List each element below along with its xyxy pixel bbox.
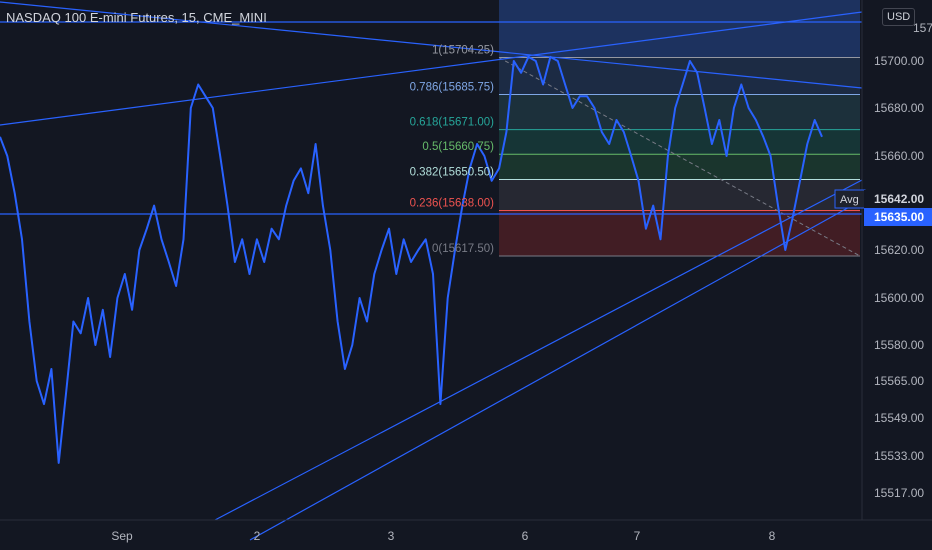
time-tick-label: 2	[254, 529, 261, 543]
trendline-lower-1	[214, 179, 863, 521]
fib-band	[499, 57, 860, 95]
fib-label: 0.786(15685.75)	[410, 81, 495, 93]
trendline-upper-falling	[0, 1, 863, 89]
price-line	[0, 55, 823, 464]
price-tick-label: 15580.00	[874, 338, 924, 352]
fib-band	[499, 154, 860, 180]
fib-retracement[interactable]	[498, 0, 861, 257]
time-tick-label: 8	[769, 529, 776, 543]
fib-label: 0(15617.50)	[432, 243, 494, 255]
trendline-lower-2	[249, 199, 863, 541]
avg-label: Avg	[840, 194, 859, 206]
trendline-upper-rising	[0, 11, 863, 126]
time-tick-label: Sep	[111, 529, 133, 543]
fib-label: 0.236(15638.00)	[410, 198, 495, 210]
fib-band	[499, 179, 860, 211]
fib-extension-band	[499, 0, 860, 58]
price-labels: Avg 15642.00 15635.00	[834, 189, 932, 226]
chart-title: NASDAQ 100 E-mini Futures, 15, CME_MINI	[6, 10, 267, 25]
time-tick-label: 3	[388, 529, 395, 543]
time-axis[interactable]: Sep 2 3 6 7 8	[0, 519, 932, 543]
price-tick-label: 15680.00	[874, 101, 924, 115]
avg-value-bg	[864, 190, 932, 208]
currency-button[interactable]: USD	[882, 8, 916, 26]
trendlines[interactable]	[0, 1, 863, 541]
price-tick-label: 15549.00	[874, 411, 924, 425]
fib-label: 0.382(15650.50)	[410, 167, 495, 179]
price-axis[interactable]: 15700.00 15680.00 15660.00 15620.00 15600.00…	[861, 0, 932, 520]
fib-band	[499, 210, 860, 256]
level-value: 15635.00	[874, 210, 924, 224]
level-value-bg	[864, 208, 932, 226]
price-series	[0, 55, 823, 464]
price-tick-label: 15533.00	[874, 449, 924, 463]
price-tick-label: 15660.00	[874, 149, 924, 163]
time-tick-label: 7	[634, 529, 641, 543]
fib-band	[499, 94, 860, 130]
price-tick-label: 15565.00	[874, 374, 924, 388]
fib-label: 0.5(15660.75)	[422, 141, 494, 153]
fib-label: 0.618(15671.00)	[410, 117, 495, 129]
time-tick-label: 6	[522, 529, 529, 543]
price-tick-label: 15750	[913, 21, 932, 35]
price-tick-label: 15620.00	[874, 243, 924, 257]
price-tick-label: 15517.00	[874, 486, 924, 500]
price-axis-bg	[862, 0, 932, 520]
fib-labels: 1(15704.25) 0.786(15685.75) 0.618(15671.00…	[410, 45, 495, 255]
price-tick-label: 15700.00	[874, 54, 924, 68]
fib-label: 1(15704.25)	[432, 45, 494, 57]
avg-value: 15642.00	[874, 192, 924, 206]
price-tick-label: 15600.00	[874, 291, 924, 305]
fib-trend-line	[498, 57, 861, 257]
fib-band	[499, 129, 860, 155]
